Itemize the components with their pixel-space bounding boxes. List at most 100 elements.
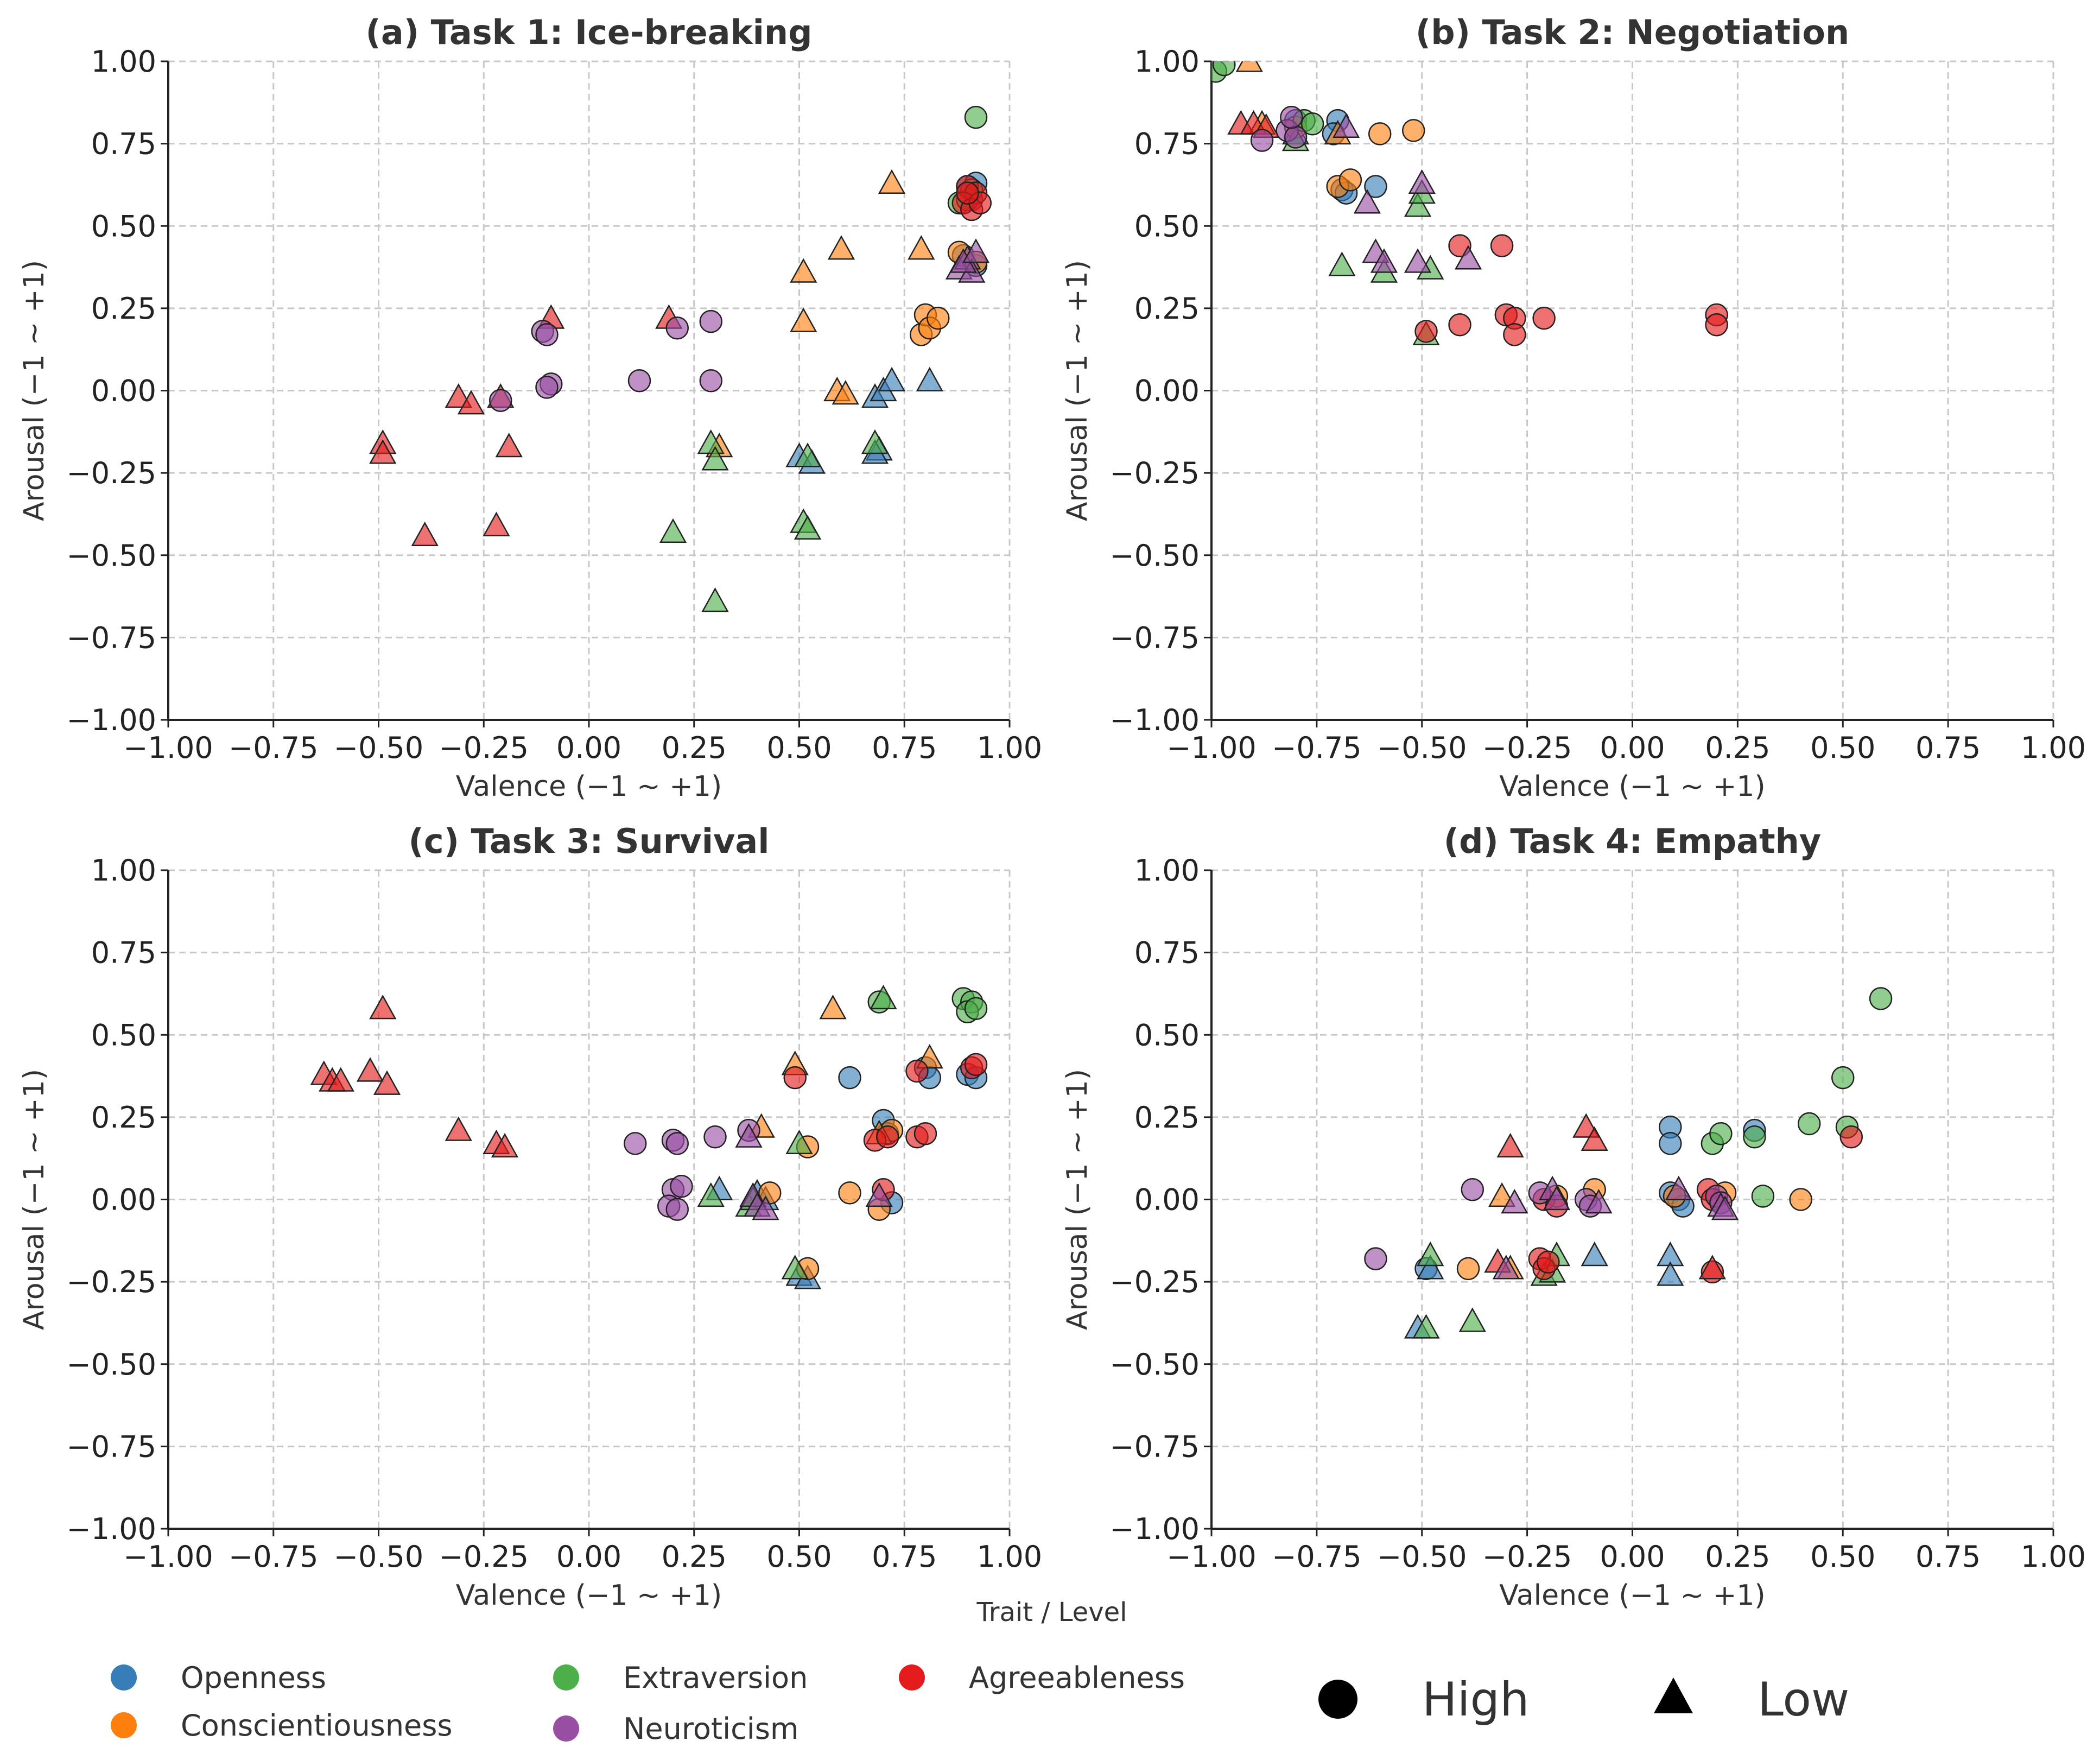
point-conscientiousness-high bbox=[1789, 1188, 1812, 1211]
legend-item-agreeableness: Agreeableness bbox=[899, 1661, 1185, 1695]
point-neuroticism-low bbox=[1408, 169, 1436, 194]
point-agreeableness-low bbox=[457, 390, 485, 415]
point-conscientiousness-high bbox=[838, 1181, 861, 1205]
point-extraversion-low bbox=[1458, 1307, 1486, 1332]
x-tick-label: −1.00 bbox=[1166, 1540, 1256, 1574]
x-tick-label: −1.00 bbox=[123, 731, 213, 765]
y-tick-label: 1.00 bbox=[1134, 45, 1200, 79]
markers bbox=[310, 984, 988, 1289]
panel-1: −1.00 −0.75 −0.50 −0.25 0.00 0.25 0.50 0.75 1.00… bbox=[18, 12, 1042, 803]
legend-item-openness: Openness bbox=[111, 1661, 326, 1695]
x-tick-label: 0.00 bbox=[1600, 1540, 1665, 1574]
point-conscientiousness-high bbox=[1368, 122, 1392, 145]
point-agreeableness-low bbox=[369, 439, 397, 464]
x-axis-label: Valence (−1 ~ +1) bbox=[1499, 770, 1765, 803]
point-neuroticism-high bbox=[699, 309, 722, 333]
point-extraversion-low bbox=[794, 442, 822, 467]
legend-item-low: Low bbox=[1654, 1673, 1849, 1727]
y-tick-label: 1.00 bbox=[1134, 853, 1200, 888]
point-neuroticism-low bbox=[1665, 1175, 1692, 1200]
x-tick-label: −0.25 bbox=[439, 731, 529, 765]
point-neuroticism-high bbox=[703, 1125, 727, 1149]
x-tick-label: 0.25 bbox=[662, 1540, 727, 1574]
y-tick-label: −0.25 bbox=[67, 456, 156, 490]
point-extraversion-high bbox=[964, 997, 988, 1020]
x-tick-label: −0.75 bbox=[229, 1540, 318, 1574]
legend-low-marker bbox=[1654, 1677, 1693, 1713]
legend-swatch bbox=[553, 1664, 579, 1691]
point-agreeableness-low bbox=[373, 1070, 401, 1095]
legend-swatch bbox=[899, 1664, 925, 1691]
point-agreeableness-low bbox=[356, 1057, 384, 1082]
y-tick-label: −1.00 bbox=[67, 1512, 156, 1546]
y-tick-label: 0.25 bbox=[91, 292, 156, 326]
y-tick-label: 1.00 bbox=[91, 853, 156, 888]
y-tick-label: 0.00 bbox=[91, 1183, 156, 1217]
point-extraversion-low bbox=[701, 446, 729, 471]
y-tick-label: −1.00 bbox=[67, 703, 156, 737]
y-tick-label: 0.75 bbox=[91, 127, 156, 161]
legend-item-high: High bbox=[1318, 1673, 1530, 1727]
markers bbox=[369, 105, 992, 612]
point-agreeableness-low bbox=[369, 995, 397, 1020]
point-agreeableness-low bbox=[483, 511, 510, 536]
x-tick-label: 0.50 bbox=[766, 1540, 832, 1574]
x-tick-label: 1.00 bbox=[2021, 1540, 2086, 1574]
legend-title: Trait / Level bbox=[976, 1597, 1127, 1628]
x-tick-label: −0.50 bbox=[334, 731, 423, 765]
point-agreeableness-high bbox=[913, 1122, 937, 1145]
x-axis-label: Valence (−1 ~ +1) bbox=[1499, 1579, 1765, 1612]
y-axis-label: Arousal (−1 ~ +1) bbox=[1061, 260, 1094, 521]
point-neuroticism-low bbox=[1454, 245, 1482, 270]
x-tick-label: 0.00 bbox=[556, 1540, 621, 1574]
y-tick-label: −0.75 bbox=[1110, 1429, 1200, 1464]
point-extraversion-high bbox=[1743, 1125, 1766, 1149]
point-agreeableness-high bbox=[1503, 323, 1526, 346]
point-extraversion-low bbox=[697, 429, 725, 454]
point-extraversion-low bbox=[1412, 1314, 1440, 1339]
point-agreeableness-high bbox=[1537, 1250, 1560, 1274]
y-tick-label: −0.50 bbox=[1110, 1347, 1200, 1382]
legend-high-marker bbox=[1318, 1680, 1357, 1719]
x-tick-label: −0.25 bbox=[1482, 1540, 1572, 1574]
point-agreeableness-low bbox=[491, 1132, 519, 1158]
legend-label: Low bbox=[1758, 1673, 1849, 1727]
point-conscientiousness-low bbox=[832, 379, 859, 405]
y-tick-label: −0.50 bbox=[67, 1347, 156, 1382]
point-neuroticism-high bbox=[1284, 125, 1308, 149]
panel-title: (b) Task 2: Negotiation bbox=[1416, 12, 1849, 52]
panel-3: −1.00 −0.75 −0.50 −0.25 0.00 0.25 0.50 0.75 1.00… bbox=[18, 821, 1042, 1612]
point-openness-high bbox=[1659, 1132, 1682, 1155]
point-neuroticism-high bbox=[489, 389, 512, 412]
legend-label: High bbox=[1422, 1673, 1530, 1727]
y-axis-label: Arousal (−1 ~ +1) bbox=[18, 260, 50, 521]
y-tick-label: 0.75 bbox=[1134, 936, 1200, 970]
point-neuroticism-high bbox=[670, 1174, 693, 1198]
y-tick-label: −0.25 bbox=[1110, 1265, 1200, 1299]
point-neuroticism-low bbox=[1501, 1188, 1528, 1214]
x-axis-label: Valence (−1 ~ +1) bbox=[456, 770, 722, 803]
legend-label: Extraversion bbox=[623, 1661, 808, 1695]
point-openness-low bbox=[1581, 1242, 1608, 1267]
point-agreeableness-high bbox=[905, 1059, 929, 1083]
x-tick-label: −0.25 bbox=[439, 1540, 529, 1574]
point-neuroticism-low bbox=[1492, 1255, 1520, 1280]
x-tick-label: 1.00 bbox=[977, 731, 1042, 765]
y-tick-label: −0.25 bbox=[1110, 456, 1200, 490]
markers bbox=[1211, 61, 1728, 346]
panel-4: −1.00 −0.75 −0.50 −0.25 0.00 0.25 0.50 0.75 1.00… bbox=[1061, 821, 2086, 1612]
point-agreeableness-low bbox=[327, 1067, 354, 1092]
point-openness-low bbox=[878, 366, 906, 391]
point-openness-low bbox=[916, 366, 943, 391]
point-neuroticism-low bbox=[865, 1182, 893, 1207]
point-neuroticism-high bbox=[1280, 105, 1303, 129]
point-agreeableness-high bbox=[1839, 1125, 1863, 1149]
x-tick-label: 0.50 bbox=[766, 731, 832, 765]
point-extraversion-low bbox=[659, 518, 687, 543]
point-agreeableness-high bbox=[876, 1125, 899, 1149]
point-conscientiousness-high bbox=[1401, 119, 1425, 142]
point-conscientiousness-low bbox=[790, 307, 817, 332]
point-agreeableness-low bbox=[411, 521, 439, 547]
point-agreeableness-high bbox=[964, 1053, 988, 1077]
